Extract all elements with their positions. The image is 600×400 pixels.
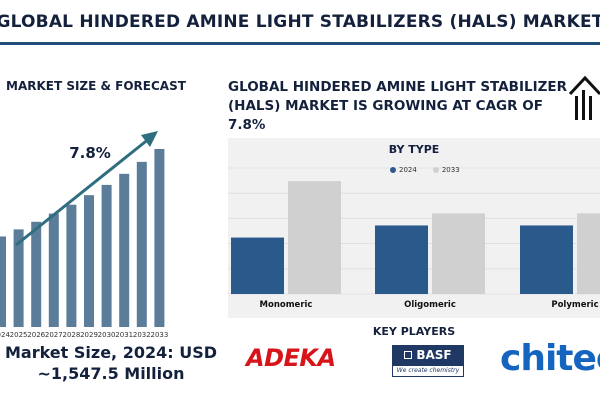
market-size-callout: Market Size, 2024: USD ~1,547.5 Million — [0, 342, 222, 384]
forecast-tick-label: 2031 — [115, 331, 133, 339]
forecast-tick-label: 2026 — [27, 331, 45, 339]
legend-item-2024: 2024 — [390, 166, 417, 174]
type-category-label: Oligomeric — [404, 300, 456, 310]
type-category-label: Monomeric — [260, 300, 313, 310]
header-divider — [0, 42, 600, 45]
type-bar-2033 — [432, 213, 485, 294]
forecast-heading: MARKET SIZE & FORECAST — [6, 79, 186, 93]
forecast-bar — [154, 149, 165, 327]
type-bar-2033 — [577, 213, 600, 294]
by-type-panel: Monomeric Oligomeric Polymeric BY TYPE 202… — [228, 138, 600, 318]
forecast-bar — [31, 221, 42, 327]
forecast-chart: 2024202520262027202820292030203120322033… — [0, 131, 168, 339]
forecast-tick-label: 2027 — [45, 331, 63, 339]
legend-label-2033: 2033 — [441, 166, 460, 174]
market-size-line-2: ~1,547.5 Million — [37, 364, 185, 383]
basf-logo: BASF We create chemistry — [392, 345, 464, 377]
forecast-tick-label: 2032 — [133, 331, 151, 339]
type-bar-2024 — [520, 225, 573, 294]
legend-item-2033: 2033 — [432, 166, 460, 174]
house-growth-icon — [568, 75, 600, 120]
forecast-panel: 2024202520262027202820292030203120322033… — [0, 45, 222, 400]
legend-label-2024: 2024 — [399, 166, 417, 174]
growth-arrow-head — [141, 131, 158, 147]
forecast-bar — [66, 204, 77, 327]
basf-square-icon — [404, 351, 413, 359]
by-type-chart: Monomeric Oligomeric Polymeric — [228, 167, 600, 310]
type-bar-2033 — [288, 181, 341, 294]
forecast-tick-label: 2024 — [0, 331, 10, 339]
market-size-line-1: Market Size, 2024: USD — [4, 343, 217, 362]
forecast-bar — [119, 173, 130, 327]
chitec-logo-text: chitec — [500, 338, 600, 379]
chitec-logo: chitec — [500, 338, 600, 379]
forecast-bar — [0, 236, 6, 327]
growth-arrow-line — [15, 136, 151, 247]
cagr-annotation: 7.8% — [69, 144, 111, 162]
legend-swatch-2033 — [432, 167, 439, 173]
adeka-logo-text: ADEKA — [246, 344, 336, 372]
basf-tagline: We create chemistry — [392, 365, 464, 377]
forecast-bar — [48, 213, 59, 327]
legend-swatch-2024 — [390, 167, 396, 173]
key-players-title: KEY PLAYERS — [372, 325, 456, 338]
by-type-legend: 2024 2033 — [390, 166, 470, 174]
page-title: GLOBAL HINDERED AMINE LIGHT STABILIZERS … — [0, 12, 600, 32]
forecast-bar — [136, 161, 147, 327]
adeka-logo: ADEKA — [246, 344, 336, 372]
forecast-tick-label: 2030 — [98, 331, 116, 339]
type-bar-2024 — [231, 237, 284, 294]
header-banner: GLOBAL HINDERED AMINE LIGHT STABILIZERS … — [0, 0, 600, 44]
by-type-title: BY TYPE — [388, 143, 440, 156]
forecast-tick-label: 2025 — [10, 331, 28, 339]
growth-statement: GLOBAL HINDERED AMINE LIGHT STABILIZER (… — [228, 79, 568, 133]
forecast-bar — [13, 229, 24, 327]
type-category-label: Polymeric — [551, 300, 598, 310]
basf-logo-text: BASF — [416, 348, 452, 362]
forecast-bar — [84, 195, 94, 327]
type-bar-2024 — [375, 225, 428, 294]
forecast-bar — [101, 184, 112, 327]
forecast-tick-label: 2033 — [150, 331, 168, 339]
basf-logo-top: BASF — [392, 345, 464, 365]
forecast-tick-label: 2029 — [80, 331, 98, 339]
forecast-tick-label: 2028 — [62, 331, 80, 339]
